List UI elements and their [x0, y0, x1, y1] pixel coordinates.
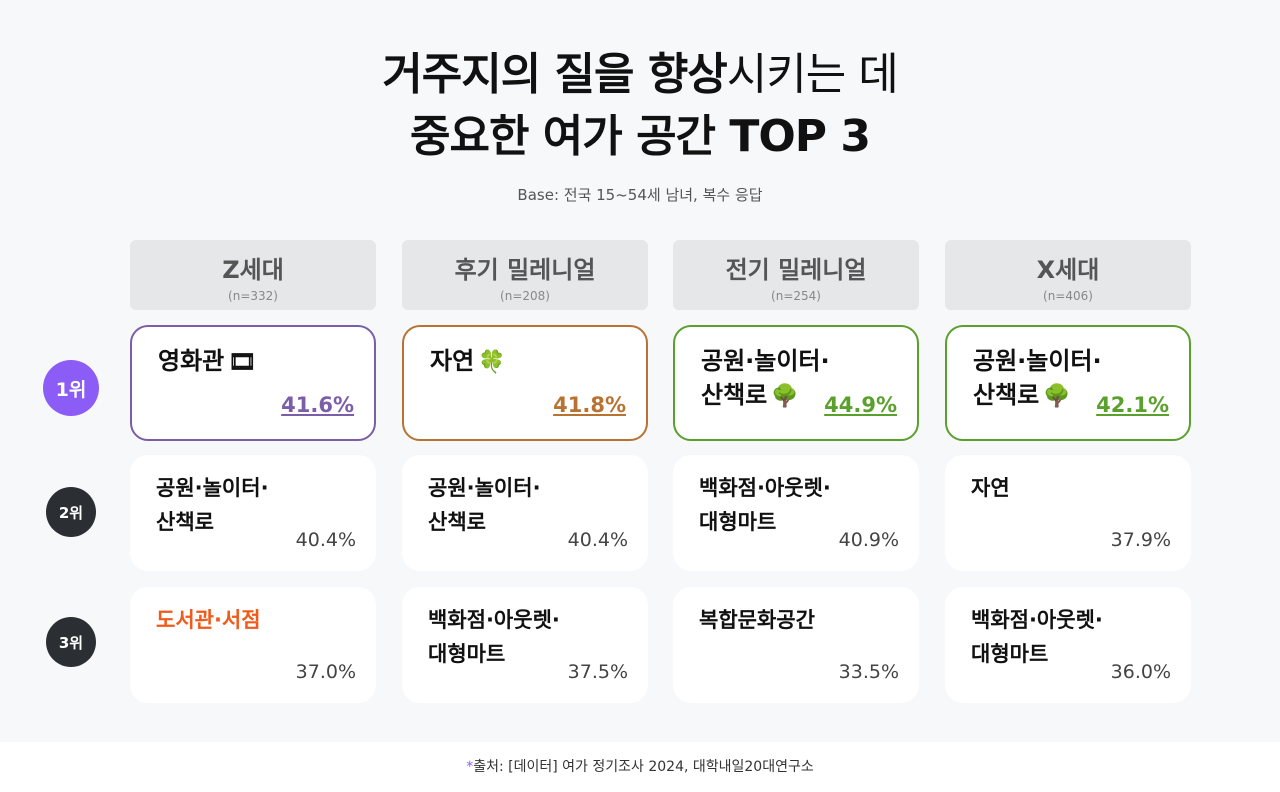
- card-percentage: 42.1%: [1096, 393, 1169, 417]
- column-name: 후기 밀레니얼: [454, 256, 596, 284]
- card-percentage: 37.0%: [295, 661, 356, 683]
- film-frames-icon: 🎞: [228, 350, 257, 375]
- card-label: 백화점·아웃렛· 대형마트: [699, 476, 831, 534]
- title-line-1: 거주지의 질을 향상시키는 데: [0, 44, 1280, 106]
- rank3-card-late-millennial: 백화점·아웃렛· 대형마트 37.5%: [402, 587, 648, 703]
- title-line-2: 중요한 여가 공간 TOP 3: [410, 111, 871, 162]
- card-percentage: 37.5%: [567, 661, 628, 683]
- card-percentage: 40.4%: [295, 529, 356, 551]
- rank1-card-z: 영화관 🎞 41.6%: [130, 325, 376, 441]
- rank1-card-late-millennial: 자연 🍀 41.8%: [402, 325, 648, 441]
- title-bold: 거주지의 질을 향상: [382, 49, 727, 100]
- card-percentage: 37.9%: [1110, 529, 1171, 551]
- rank-badge-3: 3위: [46, 617, 96, 667]
- card-label: 공원·놀이터· 산책로 🌳: [973, 347, 1102, 409]
- card-percentage: 41.8%: [553, 393, 626, 417]
- tree-icon: 🌳: [1043, 384, 1071, 409]
- rank-badge-2: 2위: [46, 487, 96, 537]
- tree-icon: 🌳: [771, 384, 799, 409]
- card-label: 복합문화공간: [699, 608, 815, 632]
- footnote-star: *: [466, 759, 474, 775]
- rank2-card-x: 자연 37.9%: [945, 455, 1191, 571]
- source-text: 출처: [데이터] 여가 정기조사 2024, 대학내일20대연구소: [473, 759, 814, 775]
- column-header-late-millennial: 후기 밀레니얼 (n=208): [402, 240, 648, 310]
- card-percentage: 33.5%: [838, 661, 899, 683]
- rank2-card-early-millennial: 백화점·아웃렛· 대형마트 40.9%: [673, 455, 919, 571]
- card-label: 도서관·서점: [156, 608, 261, 632]
- rank2-card-z: 공원·놀이터· 산책로 40.4%: [130, 455, 376, 571]
- card-percentage: 40.9%: [838, 529, 899, 551]
- page-title: 거주지의 질을 향상시키는 데 중요한 여가 공간 TOP 3: [0, 44, 1280, 168]
- source-footer: *출처: [데이터] 여가 정기조사 2024, 대학내일20대연구소: [0, 756, 1280, 776]
- card-percentage: 44.9%: [824, 393, 897, 417]
- card-label: 공원·놀이터· 산책로: [428, 476, 541, 534]
- base-note: Base: 전국 15~54세 남녀, 복수 응답: [517, 186, 763, 204]
- rank3-card-z: 도서관·서점 37.0%: [130, 587, 376, 703]
- rank-badge-1: 1위: [43, 360, 99, 416]
- column-header-x: X세대 (n=406): [945, 240, 1191, 310]
- card-label: 영화관 🎞: [158, 347, 257, 375]
- card-label: 백화점·아웃렛· 대형마트: [428, 608, 560, 666]
- column-sample-size: (n=254): [771, 289, 821, 303]
- card-label: 공원·놀이터· 산책로 🌳: [701, 347, 830, 409]
- column-sample-size: (n=406): [1043, 289, 1093, 303]
- column-name: Z세대: [222, 256, 284, 284]
- card-label: 공원·놀이터· 산책로: [156, 476, 269, 534]
- rank3-card-early-millennial: 복합문화공간 33.5%: [673, 587, 919, 703]
- column-header-z: Z세대 (n=332): [130, 240, 376, 310]
- column-name: X세대: [1036, 256, 1100, 284]
- card-percentage: 41.6%: [281, 393, 354, 417]
- column-sample-size: (n=208): [500, 289, 550, 303]
- column-name: 전기 밀레니얼: [725, 256, 867, 284]
- footer-background: [0, 742, 1280, 792]
- card-label: 자연 🍀: [430, 347, 506, 375]
- column-header-early-millennial: 전기 밀레니얼 (n=254): [673, 240, 919, 310]
- rank1-card-x: 공원·놀이터· 산책로 🌳 42.1%: [945, 325, 1191, 441]
- clover-icon: 🍀: [478, 350, 506, 375]
- rank3-card-x: 백화점·아웃렛· 대형마트 36.0%: [945, 587, 1191, 703]
- card-label: 자연: [971, 476, 1010, 500]
- rank1-card-early-millennial: 공원·놀이터· 산책로 🌳 44.9%: [673, 325, 919, 441]
- title-light: 시키는 데: [726, 49, 899, 100]
- rank2-card-late-millennial: 공원·놀이터· 산책로 40.4%: [402, 455, 648, 571]
- card-percentage: 36.0%: [1110, 661, 1171, 683]
- card-label: 백화점·아웃렛· 대형마트: [971, 608, 1103, 666]
- column-sample-size: (n=332): [228, 289, 278, 303]
- card-percentage: 40.4%: [567, 529, 628, 551]
